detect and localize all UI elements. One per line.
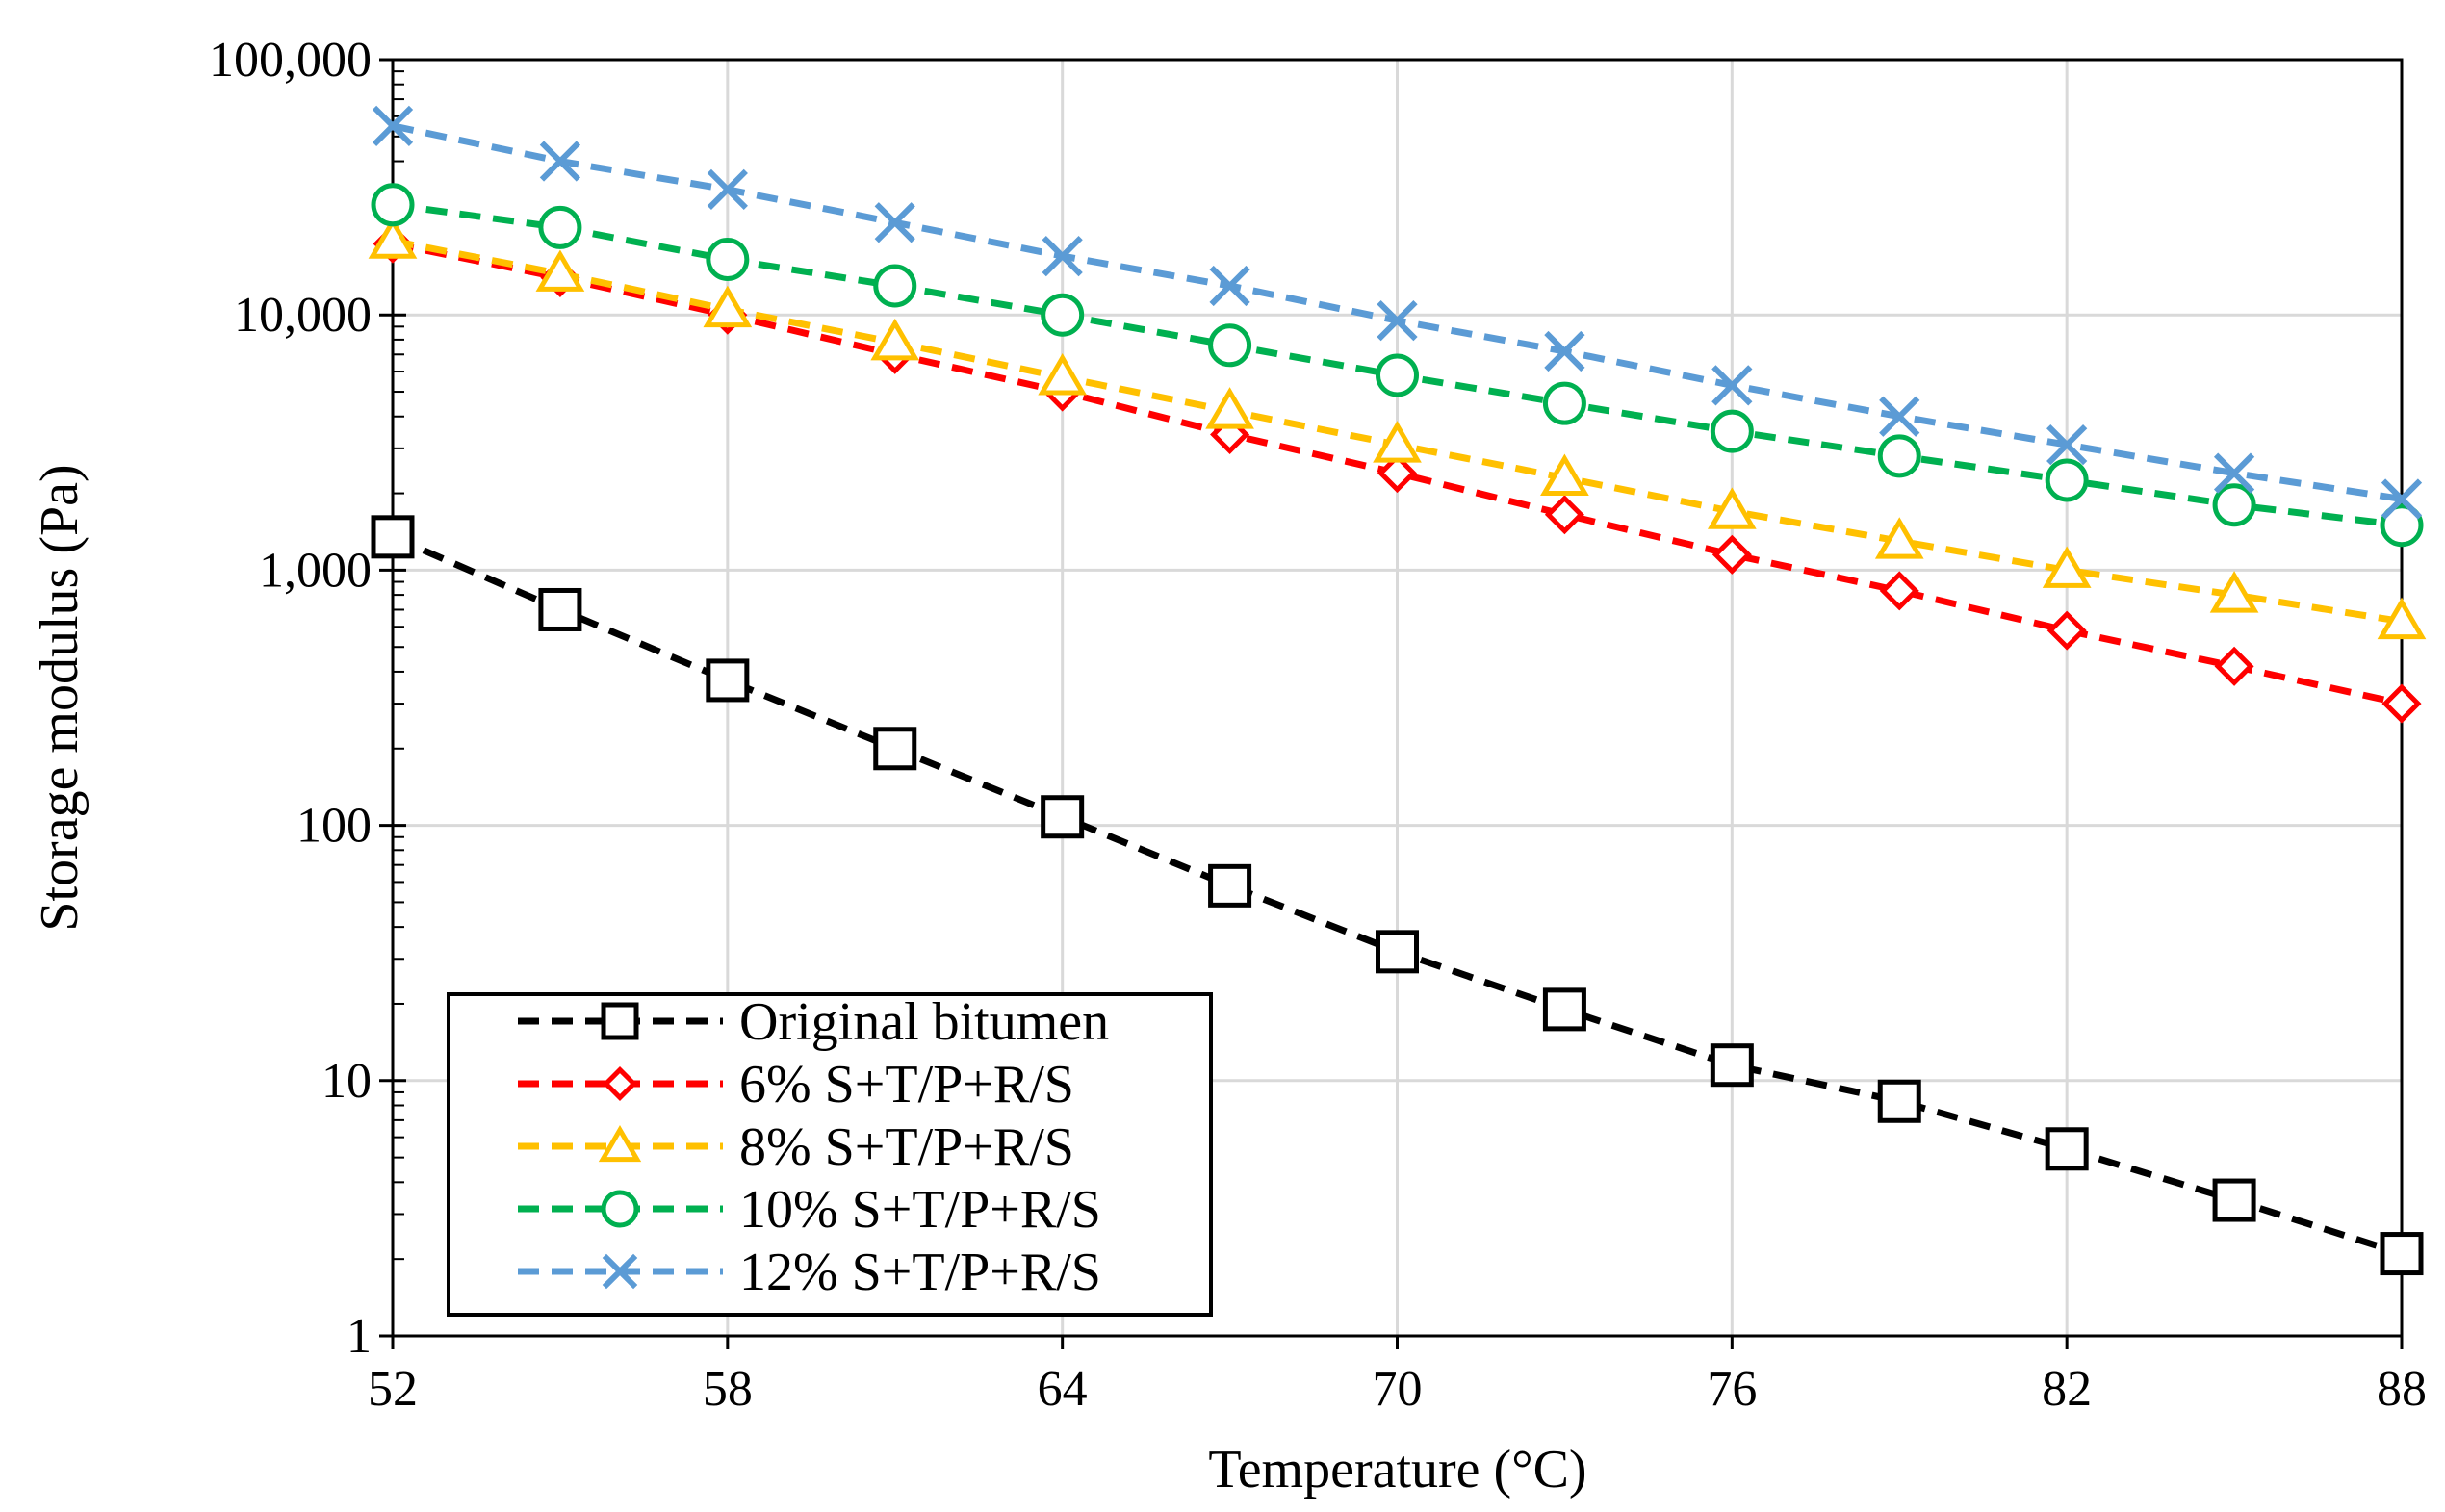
- x-tick-label: 76: [1707, 1362, 1757, 1417]
- data-point: [703, 285, 753, 328]
- data-point: [2381, 683, 2422, 724]
- data-point: [1707, 487, 1757, 529]
- x-tick-label: 88: [2377, 1362, 2427, 1417]
- legend-entry: 6% S+T/P+R/S: [518, 1055, 1074, 1115]
- legend-marker: [601, 1190, 639, 1228]
- data-point: [2209, 571, 2259, 613]
- legend-label: Original bitumen: [739, 992, 1109, 1052]
- legend-entry: 12% S+T/P+R/S: [518, 1243, 1101, 1302]
- data-point: [535, 249, 585, 292]
- data-point: [2213, 452, 2255, 494]
- data-point: [874, 202, 915, 243]
- data-point: [2212, 1178, 2256, 1222]
- axes: 1 10 100 1,000 10,000 100,000 52 58 64 70 76 82 88: [209, 33, 2427, 1417]
- data-point: [1376, 930, 1419, 974]
- data-point: [2045, 458, 2089, 502]
- y-tick-label: 10,000: [234, 288, 372, 343]
- legend-marker: [601, 1002, 639, 1040]
- legend-label: 12% S+T/P+R/S: [739, 1243, 1101, 1302]
- data-point: [2381, 478, 2423, 520]
- data-point: [1879, 571, 1919, 611]
- data-point: [873, 264, 917, 308]
- data-point: [1877, 434, 1921, 478]
- data-point: [1879, 396, 1920, 437]
- data-point: [1877, 1079, 1921, 1123]
- x-tick-label: 52: [368, 1362, 418, 1417]
- data-point: [372, 105, 414, 146]
- data-point: [2046, 423, 2088, 466]
- x-axis-title: Temperature (°C): [1208, 1440, 1586, 1499]
- series-1: [371, 515, 2424, 1276]
- data-point: [1042, 235, 1083, 277]
- x-tick-label: 64: [1038, 1362, 1088, 1417]
- legend-label: 6% S+T/P+R/S: [739, 1055, 1074, 1115]
- data-point: [538, 587, 582, 631]
- data-point: [1041, 795, 1085, 839]
- y-tick-label: 1: [347, 1309, 372, 1364]
- data-point: [1208, 323, 1252, 368]
- series-4: [371, 183, 2424, 548]
- data-point: [2377, 597, 2427, 640]
- data-point: [1376, 353, 1419, 397]
- data-point: [2045, 1127, 2089, 1171]
- legend-entry: 10% S+T/P+R/S: [518, 1180, 1101, 1240]
- data-point: [2380, 1232, 2424, 1276]
- data-point: [873, 727, 917, 771]
- legend-marker: [598, 1125, 642, 1163]
- data-point: [1874, 517, 1924, 559]
- data-point: [1377, 453, 1418, 494]
- legend-box: [447, 992, 1213, 1317]
- data-point: [371, 183, 415, 227]
- data-point: [1712, 365, 1753, 406]
- data-point: [707, 168, 748, 211]
- legend-entry: 8% S+T/P+R/S: [518, 1117, 1074, 1177]
- data-point: [1544, 495, 1584, 535]
- data-point: [371, 515, 415, 559]
- data-point: [1544, 330, 1585, 372]
- data-point: [1209, 265, 1250, 307]
- y-tick-label: 10: [322, 1054, 372, 1109]
- x-tick-label: 58: [703, 1362, 753, 1417]
- y-tick-label: 1,000: [259, 543, 372, 598]
- data-point: [538, 205, 582, 249]
- data-point: [2380, 503, 2424, 548]
- data-point: [1712, 534, 1752, 575]
- data-point: [1208, 863, 1252, 908]
- legend-marker: [603, 1066, 637, 1101]
- legend-label: 8% S+T/P+R/S: [739, 1117, 1074, 1177]
- data-point: [1041, 293, 1085, 337]
- data-point: [2214, 646, 2254, 686]
- data-point: [539, 141, 581, 182]
- data-point: [1542, 381, 1586, 425]
- data-point: [1542, 987, 1586, 1032]
- series-3: [368, 217, 2427, 640]
- data-point: [1205, 387, 1254, 429]
- y-tick-label: 100,000: [209, 33, 372, 88]
- data-point: [368, 217, 418, 259]
- x-tick-label: 70: [1373, 1362, 1423, 1417]
- legend-entry: Original bitumen: [518, 992, 1109, 1052]
- legend-label: 10% S+T/P+R/S: [739, 1180, 1101, 1240]
- data-point: [2046, 610, 2087, 651]
- data-point: [706, 658, 750, 703]
- data-point: [1710, 409, 1754, 453]
- series-5: [372, 105, 2423, 520]
- y-tick-label: 100: [296, 799, 372, 854]
- x-tick-label: 82: [2042, 1362, 2092, 1417]
- y-axis-title: Storage modulus (Pa): [30, 464, 90, 931]
- data-point: [870, 318, 920, 361]
- data-point: [1038, 352, 1088, 396]
- data-point: [706, 238, 750, 282]
- legend-marker: [602, 1253, 638, 1290]
- data-point: [1373, 421, 1422, 463]
- series: [368, 105, 2427, 1276]
- data-point: [1377, 299, 1418, 342]
- data-point: [1710, 1043, 1754, 1088]
- data-point: [2042, 546, 2092, 588]
- data-point: [1540, 453, 1589, 496]
- data-point: [2212, 483, 2256, 527]
